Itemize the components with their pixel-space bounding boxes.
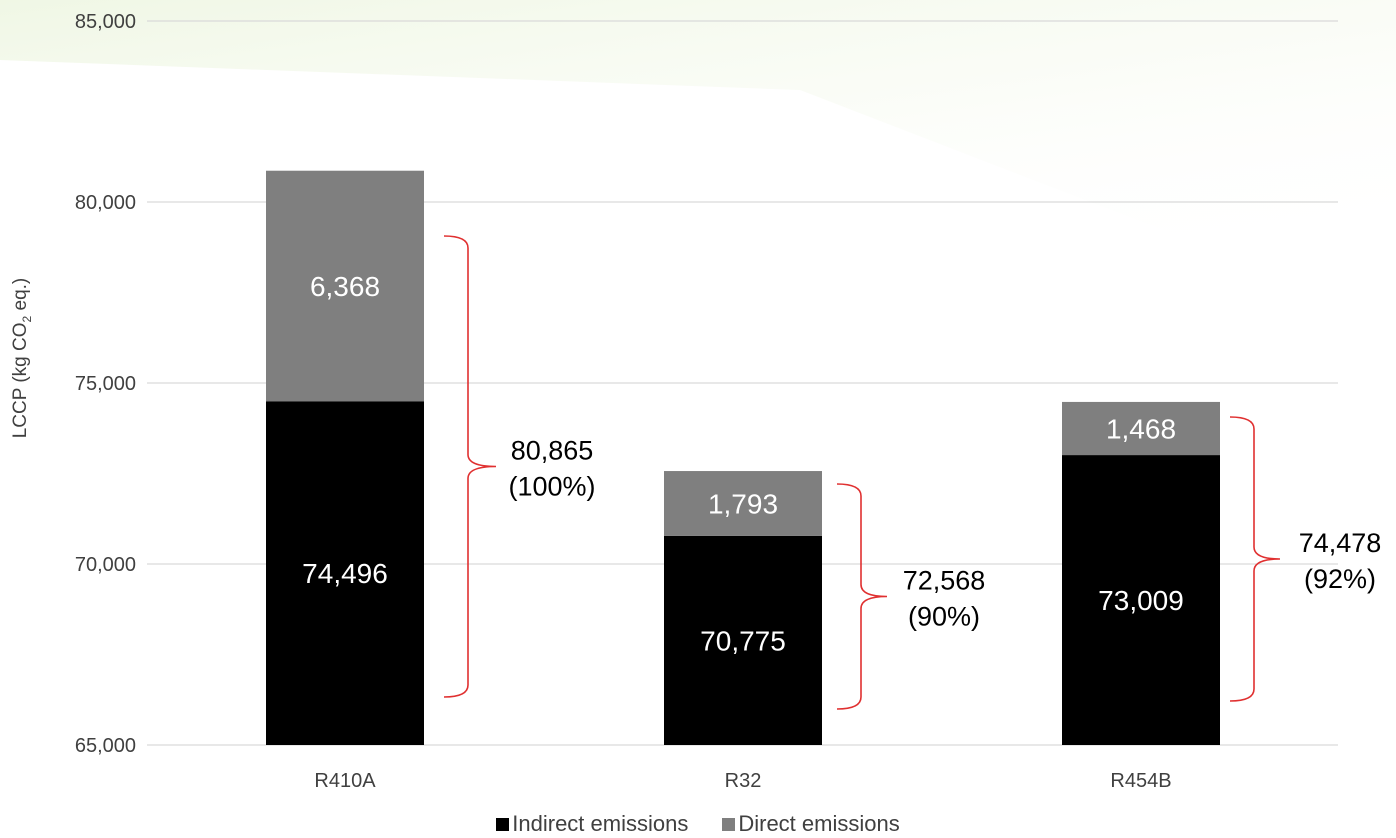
legend-swatch-indirect [496, 817, 510, 831]
total-value-label: 72,568 [903, 566, 986, 596]
bar-direct [266, 170, 424, 402]
y-tick-label: 70,000 [75, 554, 136, 576]
bar-indirect [1062, 455, 1220, 745]
data-label-direct: 6,368 [310, 271, 380, 302]
y-tick-label: 80,000 [75, 192, 136, 214]
bar-direct [664, 471, 822, 536]
total-bracket [836, 483, 888, 710]
x-tick-label: R410A [314, 770, 376, 792]
total-percent-label: (100%) [508, 472, 595, 502]
total-percent-label: (92%) [1304, 564, 1376, 594]
total-value-label: 80,865 [511, 436, 594, 466]
data-label-direct: 1,793 [708, 488, 778, 519]
legend: Indirect emissions Direct emissions [0, 811, 1396, 837]
total-bracket [1229, 416, 1281, 702]
data-label-direct: 1,468 [1106, 414, 1176, 445]
legend-item-direct: Direct emissions [722, 811, 900, 837]
legend-item-indirect: Indirect emissions [496, 811, 688, 837]
y-tick-label: 85,000 [75, 11, 136, 33]
total-percent-label: (90%) [908, 602, 980, 632]
total-bracket [443, 235, 497, 698]
x-tick-label: R454B [1110, 770, 1171, 792]
total-value-label: 74,478 [1299, 528, 1382, 558]
data-label-indirect: 70,775 [700, 625, 786, 656]
bar-indirect [266, 401, 424, 745]
legend-label-indirect: Indirect emissions [512, 811, 689, 836]
data-label-indirect: 73,009 [1098, 585, 1184, 616]
y-tick-label: 65,000 [75, 735, 136, 757]
x-tick-label: R32 [725, 770, 762, 792]
data-label-indirect: 74,496 [302, 558, 388, 589]
legend-swatch-direct [722, 817, 736, 831]
y-tick-label: 75,000 [75, 373, 136, 395]
bar-indirect [664, 535, 822, 745]
legend-label-direct: Direct emissions [738, 811, 900, 836]
y-axis-label: LCCP (kg CO2 eq.) [10, 277, 34, 439]
bar-direct [1062, 401, 1220, 456]
